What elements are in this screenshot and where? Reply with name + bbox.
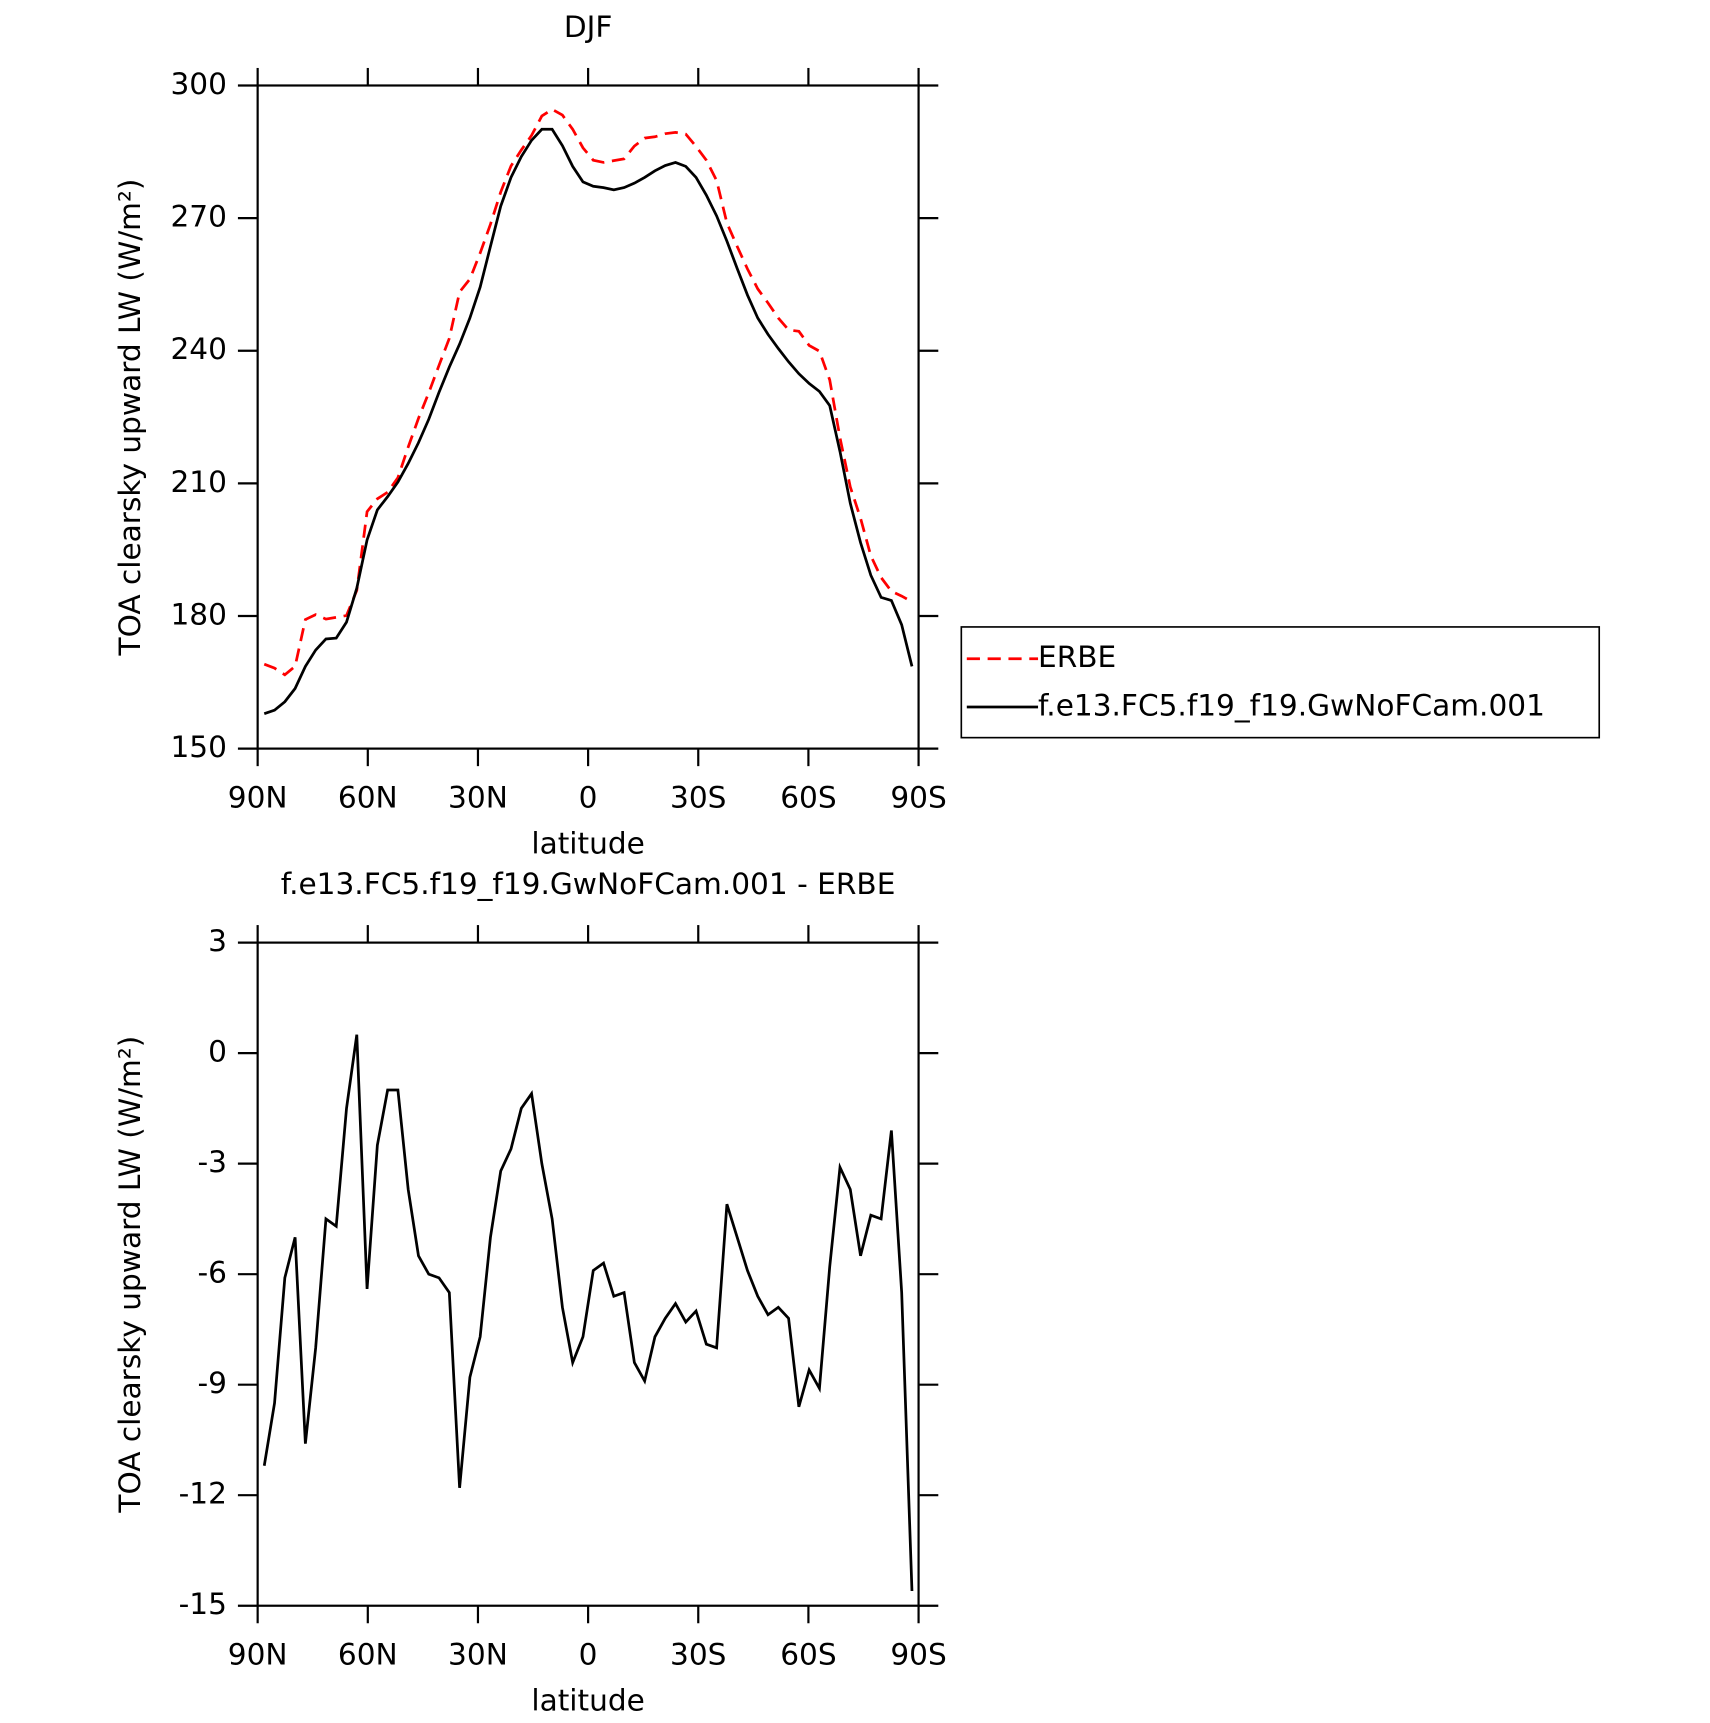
legend-box [960, 626, 1601, 739]
y-tick-label: 150 [170, 730, 226, 764]
x-tick-label: 30N [448, 781, 508, 815]
x-tick-label: 90N [228, 1638, 288, 1672]
y-tick-label: 270 [170, 200, 226, 234]
x-tick-label: 0 [579, 1638, 598, 1672]
chart-title: DJF [564, 10, 613, 44]
y-tick-label: -6 [197, 1256, 227, 1290]
y-axis-label: TOA clearsky upward LW (W/m²) [113, 1036, 147, 1514]
y-tick-label: 0 [208, 1035, 227, 1069]
y-tick-label: 240 [170, 332, 226, 366]
legend-label: ERBE [1038, 640, 1116, 674]
x-tick-label: 90S [890, 781, 946, 815]
x-axis-label: latitude [531, 1684, 644, 1718]
x-tick-label: 0 [579, 781, 598, 815]
x-axis-label: latitude [531, 827, 644, 861]
data-line [263, 127, 914, 715]
x-tick-label: 60S [780, 1638, 836, 1672]
y-tick-label: -9 [197, 1366, 227, 1400]
y-tick-label: -12 [179, 1477, 227, 1511]
legend-label: f.e13.FC5.f19_f19.GwNoFCam.001 [1038, 688, 1545, 722]
chart-title: f.e13.FC5.f19_f19.GwNoFCam.001 - ERBE [281, 867, 896, 901]
x-tick-label: 60N [338, 781, 398, 815]
x-tick-label: 30S [670, 1638, 726, 1672]
x-tick-label: 30N [448, 1638, 508, 1672]
y-tick-label: -15 [179, 1587, 227, 1621]
y-tick-label: -3 [197, 1145, 227, 1179]
x-tick-label: 90S [890, 1638, 946, 1672]
y-tick-label: 210 [170, 465, 226, 499]
x-tick-label: 60N [338, 1638, 398, 1672]
data-line [263, 107, 913, 677]
y-axis-label: TOA clearsky upward LW (W/m²) [113, 179, 147, 657]
y-tick-label: 180 [170, 597, 226, 631]
x-tick-label: 60S [780, 781, 836, 815]
data-line [262, 1034, 914, 1592]
x-tick-label: 30S [670, 781, 726, 815]
y-tick-label: 300 [170, 67, 226, 101]
y-tick-label: 3 [208, 924, 227, 958]
x-tick-label: 90N [228, 781, 288, 815]
